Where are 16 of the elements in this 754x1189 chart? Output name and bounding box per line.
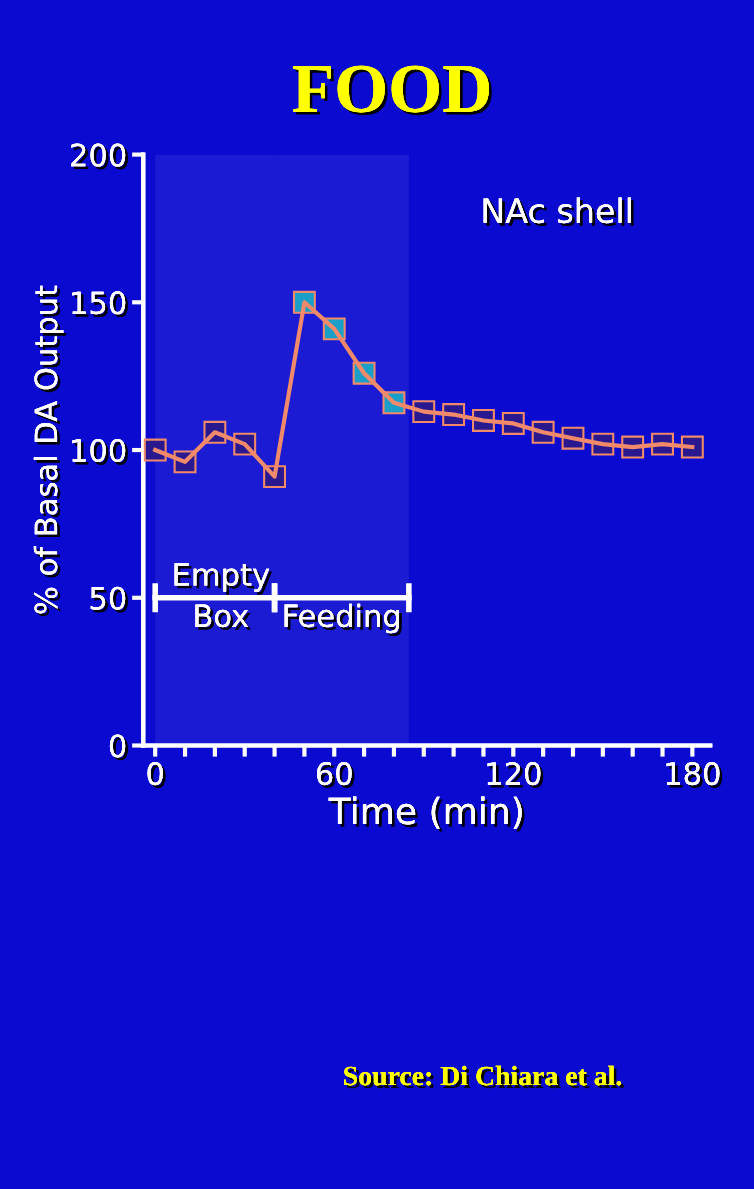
- y-tick-label: 100: [72, 438, 129, 465]
- source-note: Source: Di Chiara et al.: [344, 1065, 624, 1089]
- y-tick-label: 200: [71, 143, 129, 170]
- y-axis-title: % of Basal DA Output: [33, 285, 67, 617]
- y-tick-label: 150: [72, 291, 129, 318]
- x-tick-label: 180: [666, 762, 723, 788]
- band-label: Empty Box: [174, 563, 272, 631]
- x-tick-label: 60: [316, 762, 355, 788]
- annotation: NAc shell: [483, 197, 634, 227]
- x-tick-label: 0: [147, 762, 166, 788]
- x-tick-label: 120: [487, 762, 544, 788]
- band-label: Feeding: [284, 603, 402, 637]
- x-axis-title: Time (min): [328, 796, 525, 832]
- y-tick-label: 0: [109, 734, 129, 761]
- y-tick-label: 50: [90, 586, 129, 613]
- chart-title: FOOD: [292, 65, 492, 116]
